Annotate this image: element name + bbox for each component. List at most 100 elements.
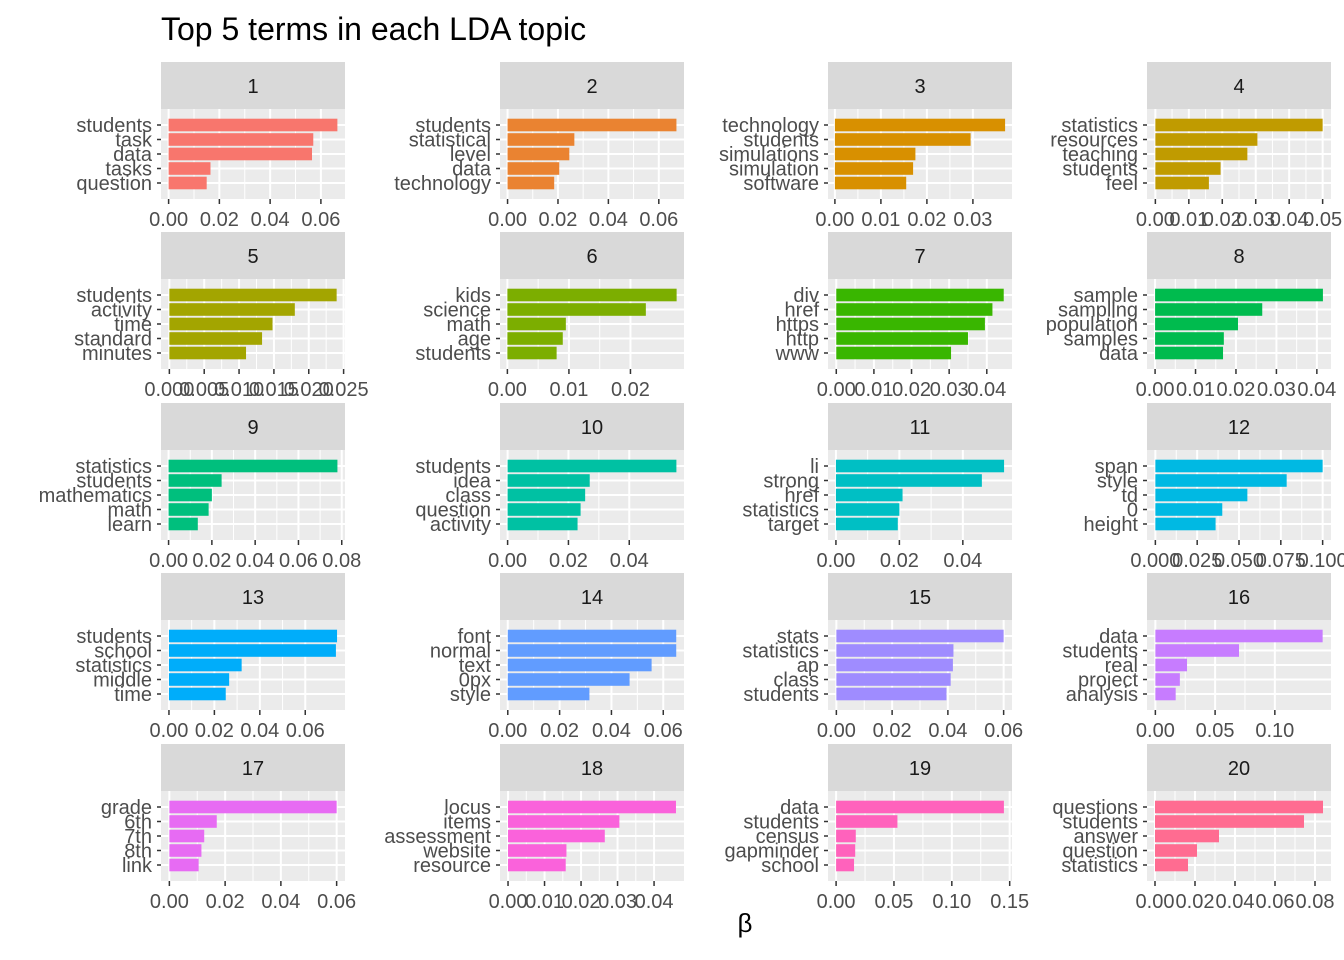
bar-style — [1155, 474, 1287, 487]
bar-0 — [1155, 503, 1223, 516]
term-label: math — [447, 314, 491, 336]
term-label: font — [458, 626, 492, 648]
facet-strip — [161, 573, 345, 620]
bar-project — [1155, 673, 1180, 686]
bar-students — [1155, 162, 1221, 175]
term-label: http — [786, 329, 819, 351]
x-tick-label: 0.00 — [488, 720, 527, 742]
facet-strip-label: 4 — [1233, 76, 1244, 98]
x-tick-label: 0.03 — [1257, 379, 1296, 401]
x-tick-label: 0.04 — [592, 720, 631, 742]
facet-strip-label: 14 — [581, 587, 603, 609]
bar-idea — [507, 474, 590, 487]
term-label: 0px — [459, 670, 491, 692]
bar-technology — [507, 176, 555, 190]
facet-strip-label: 10 — [581, 417, 603, 439]
term-label: tasks — [105, 159, 152, 181]
x-tick-label: 0.03 — [953, 209, 992, 231]
x-tick-label: 0.02 — [907, 209, 946, 231]
term-label: level — [450, 144, 491, 166]
term-label: students — [743, 130, 819, 152]
x-tick-label: 0.06 — [984, 720, 1023, 742]
term-label: idea — [453, 471, 492, 493]
bar-locus — [508, 800, 676, 814]
bar-td — [1155, 488, 1248, 502]
term-label: students — [1062, 641, 1138, 663]
bar-mathematics — [168, 488, 212, 502]
facet-strip — [1147, 62, 1331, 109]
facet-strip — [1147, 573, 1331, 620]
term-label: statistics — [742, 500, 819, 522]
x-tick-label: 0.04 — [261, 891, 300, 913]
bar-students — [507, 459, 677, 473]
facet-strip-label: 13 — [242, 587, 264, 609]
x-tick-label: 0.00 — [488, 379, 527, 401]
facet-strip — [500, 403, 684, 450]
x-tick-label: 0.04 — [589, 209, 628, 231]
bar-href — [836, 303, 993, 316]
term-label: statistics — [75, 456, 152, 478]
x-tick-label: 0.04 — [1297, 379, 1336, 401]
term-label: statistics — [1061, 115, 1138, 137]
facet-strip — [1147, 403, 1331, 450]
term-label: statistics — [742, 641, 819, 663]
x-tick-label: 0.00 — [149, 209, 188, 231]
bar-teaching — [1155, 147, 1248, 161]
term-label: style — [450, 684, 491, 706]
x-tick-label: 0.05 — [1303, 209, 1342, 231]
facet-strip — [500, 573, 684, 620]
x-tick-label: 0.02 — [880, 550, 919, 572]
x-tick-label: 0.025 — [1172, 550, 1222, 572]
term-label: class — [445, 485, 491, 507]
x-tick-label: 0.010 — [214, 379, 264, 401]
x-tick-label: 0.06 — [279, 550, 318, 572]
bar-school — [836, 858, 855, 872]
x-tick-label: 0.06 — [1256, 891, 1295, 913]
facet-panel-3: 3 technologystudentssimulationssimulation… — [719, 62, 1012, 231]
bar-students — [507, 346, 557, 360]
term-label: learn — [108, 514, 152, 536]
term-label: resources — [1050, 130, 1138, 152]
bar-students — [168, 474, 222, 487]
term-label: students — [743, 812, 819, 834]
bar-statistics — [1155, 118, 1323, 132]
bar-ap — [836, 658, 953, 672]
bar-students — [834, 133, 971, 146]
term-label: link — [122, 855, 153, 877]
bar-sampling — [1155, 303, 1263, 316]
x-tick-label: 0.06 — [286, 720, 325, 742]
term-label: students — [1062, 812, 1138, 834]
x-tick-label: 0.025 — [319, 379, 369, 401]
bar-students — [836, 815, 898, 828]
x-tick-label: 0.04 — [635, 891, 674, 913]
facet-strip-label: 1 — [247, 76, 258, 98]
x-tick-label: 0.075 — [1256, 550, 1306, 572]
bar-time — [168, 687, 226, 701]
term-label: science — [423, 300, 491, 322]
x-tick-label: 0.015 — [249, 379, 299, 401]
term-label: students — [76, 471, 152, 493]
bar-science — [507, 303, 646, 316]
facet-strip-label: 17 — [242, 758, 264, 780]
term-label: students — [415, 115, 491, 137]
bar-analysis — [1155, 687, 1176, 701]
bar-technology — [834, 118, 1006, 132]
x-tick-label: 0.02 — [200, 209, 239, 231]
facet-strip — [1147, 744, 1331, 791]
x-tick-label: 0.02 — [611, 379, 650, 401]
x-tick-label: 0.005 — [179, 379, 229, 401]
facet-strip-label: 5 — [247, 246, 258, 268]
bar-question — [1155, 844, 1197, 857]
bar-students — [1155, 644, 1239, 657]
term-label: items — [443, 812, 491, 834]
term-label: target — [768, 514, 820, 536]
term-label: 8th — [124, 841, 152, 863]
x-tick-label: 0.02 — [873, 720, 912, 742]
bar-assessment — [508, 829, 605, 843]
bar-link — [169, 858, 199, 872]
x-tick-label: 0.02 — [192, 550, 231, 572]
term-label: school — [94, 641, 152, 663]
